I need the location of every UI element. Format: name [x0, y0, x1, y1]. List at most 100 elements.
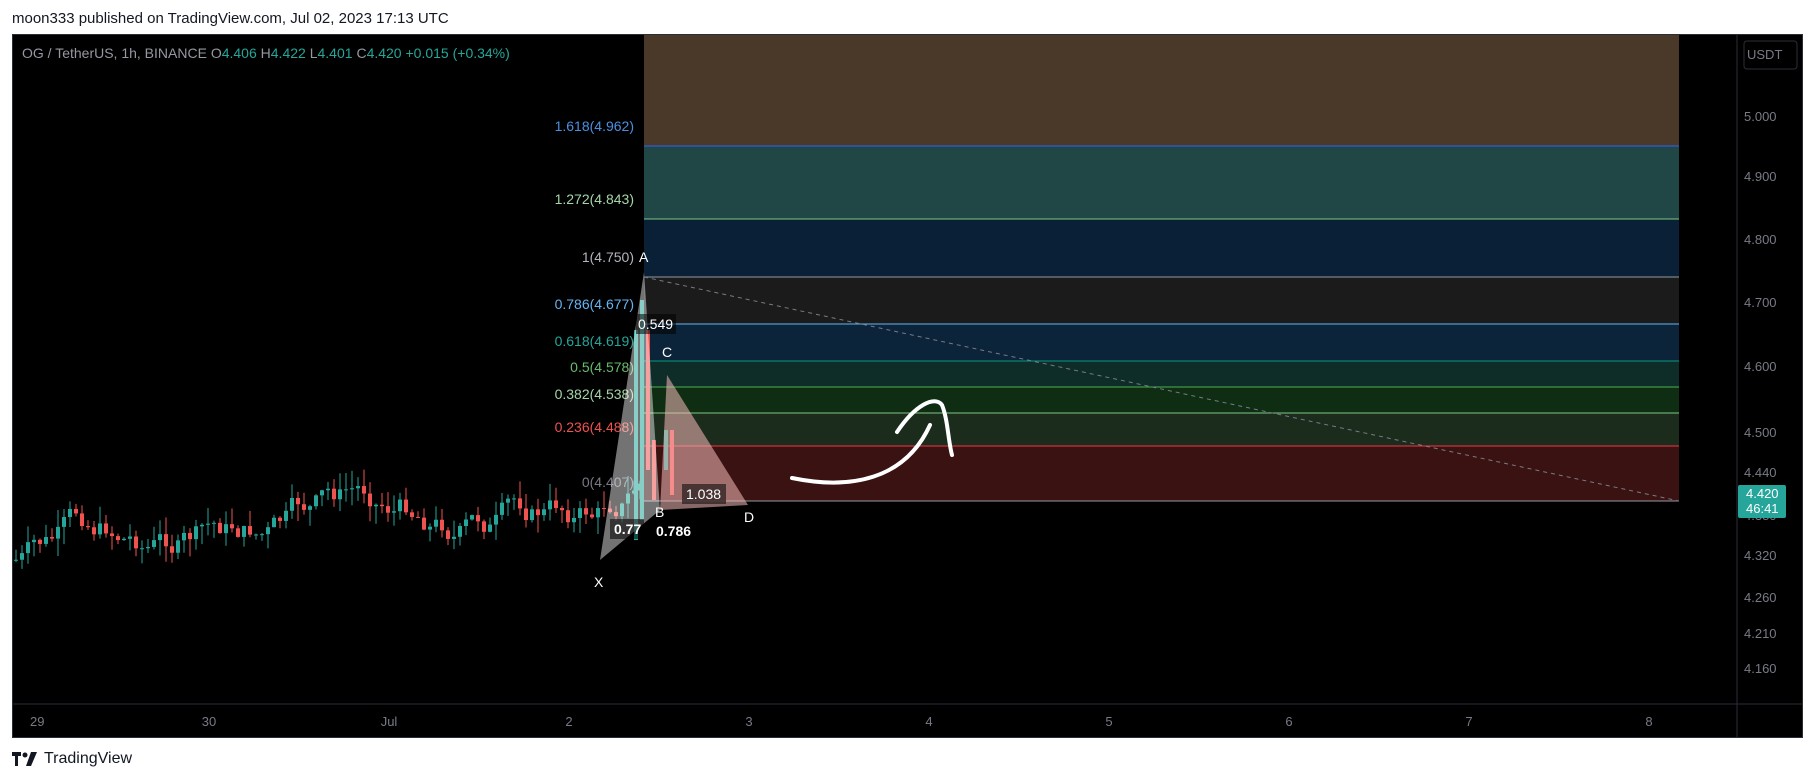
candle-body	[596, 508, 600, 518]
price-tick-1: 4.900	[1744, 169, 1777, 184]
candle-body	[530, 509, 534, 521]
candle-body	[194, 526, 198, 540]
candle-body	[410, 512, 414, 517]
candle-body	[458, 525, 462, 537]
fib-label-8: 0(4.407)	[582, 474, 634, 490]
candle-body	[404, 499, 408, 513]
fib-label-6: 0.382(4.538)	[555, 386, 634, 402]
candle-body	[440, 519, 444, 531]
fib-zone-1272	[644, 219, 1679, 277]
candle-body	[332, 488, 336, 500]
candle-body	[188, 532, 192, 540]
candle-body	[542, 509, 546, 516]
pattern-triangle-bcd	[660, 375, 748, 510]
ratio-box-077	[610, 519, 644, 539]
time-axis-ticks: 29 30 Jul 2 3 4 5 6 7 8	[30, 714, 1653, 729]
time-tick-9: 8	[1645, 714, 1652, 729]
candle-body	[86, 526, 90, 528]
symbol-legend[interactable]: OG / TetherUS, 1h, BINANCE O4.406 H4.422…	[22, 45, 510, 61]
fib-label-5: 0.5(4.578)	[570, 359, 634, 375]
candle-body	[572, 517, 576, 523]
tradingview-logo[interactable]: TradingView	[12, 750, 132, 768]
fib-labels: 1.618(4.962) 1.272(4.843) 1(4.750) 0.786(4.…	[555, 118, 634, 490]
candle-body	[446, 530, 450, 539]
fib-label-1: 1.272(4.843)	[555, 191, 634, 207]
pattern-point-a: A	[639, 249, 649, 265]
fib-zone-0236	[644, 446, 1679, 501]
price-tick-8: 4.320	[1744, 548, 1777, 563]
candle-body	[308, 506, 312, 510]
candle-body	[260, 534, 264, 536]
ratio-077: 0.77	[614, 521, 641, 537]
candle-body	[386, 506, 390, 513]
candle-body	[44, 537, 48, 544]
fib-zone-0382	[644, 413, 1679, 446]
price-tick-4: 4.600	[1744, 359, 1777, 374]
candle-body	[272, 517, 276, 528]
pattern-point-x: X	[594, 574, 604, 590]
candle-body	[646, 330, 650, 470]
candle-body	[314, 495, 318, 507]
candle-body	[98, 523, 102, 535]
candle-body	[242, 526, 246, 537]
candle-body	[482, 521, 486, 532]
candle-body	[230, 524, 234, 529]
hand-drawn-arrow[interactable]	[790, 399, 954, 485]
candle-body	[290, 498, 294, 511]
time-tick-1: 30	[202, 714, 216, 729]
time-tick-3: 2	[565, 714, 572, 729]
pattern-point-d: D	[744, 509, 754, 525]
time-tick-0: 29	[30, 714, 44, 729]
candle-body	[236, 528, 240, 537]
candle-body	[296, 498, 300, 505]
price-tick-3: 4.700	[1744, 295, 1777, 310]
candle-body	[380, 504, 384, 507]
candle-body	[566, 510, 570, 523]
ratio-box-1038	[682, 484, 726, 504]
candle-body	[518, 498, 522, 509]
candle-body	[428, 526, 432, 530]
publish-caption: moon333 published on TradingView.com, Ju…	[12, 10, 449, 27]
candle-body	[634, 330, 638, 540]
candle-body	[626, 493, 630, 504]
candle-body	[614, 512, 618, 517]
fib-zone-0786	[644, 324, 1679, 361]
candle-body	[374, 504, 378, 507]
candle-body	[398, 499, 402, 512]
fib-zone-1618	[644, 146, 1679, 219]
symbol-name[interactable]: OG / TetherUS, 1h, BINANCE	[22, 45, 207, 61]
fib-zone-1	[644, 277, 1679, 324]
candle-body	[164, 534, 168, 547]
fib-label-7: 0.236(4.488)	[555, 419, 634, 435]
candle-body	[116, 536, 120, 541]
candle-body	[494, 514, 498, 525]
fib-zone-05	[644, 387, 1679, 413]
currency-button[interactable]: USDT	[1743, 40, 1798, 70]
price-tick-5: 4.500	[1744, 425, 1777, 440]
candle-body	[302, 504, 306, 510]
time-tick-6: 5	[1105, 714, 1112, 729]
fib-label-4: 0.618(4.619)	[555, 333, 634, 349]
harmonic-pattern[interactable]: X A B C D 0.549 0.77 0.786 1.038	[594, 249, 754, 590]
candle-body	[56, 526, 60, 539]
candle-body	[578, 508, 582, 518]
fib-level-lines	[643, 145, 1680, 502]
ratio-0549: 0.549	[638, 316, 673, 332]
time-tick-8: 7	[1465, 714, 1472, 729]
candle-body	[110, 533, 114, 537]
candle-body	[158, 534, 162, 541]
low-value: 4.401	[317, 45, 353, 61]
ratio-0786: 0.786	[656, 523, 691, 539]
candle-body	[134, 536, 138, 549]
candle-body	[20, 553, 24, 560]
candle-body	[652, 440, 656, 500]
candle-body	[470, 515, 474, 520]
candle-body	[464, 519, 468, 526]
low-label: L	[309, 45, 318, 61]
time-tick-7: 6	[1285, 714, 1292, 729]
candle-body	[152, 540, 156, 547]
candle-body	[590, 514, 594, 518]
candle-body	[608, 508, 612, 513]
price-tick-9: 4.260	[1744, 590, 1777, 605]
